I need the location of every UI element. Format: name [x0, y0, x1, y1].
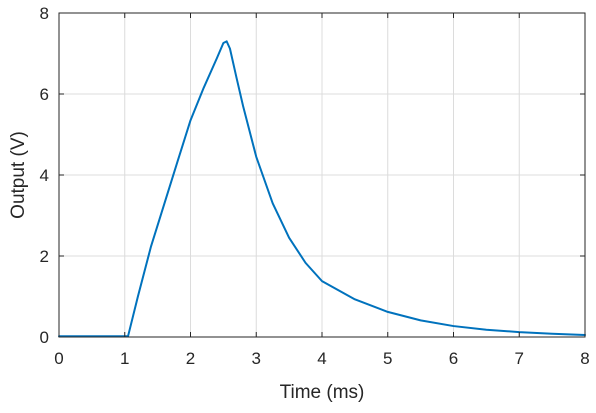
x-tick-label: 4 — [317, 349, 326, 368]
x-axis-label: Time (ms) — [280, 382, 365, 403]
x-tick-label: 6 — [449, 349, 458, 368]
y-tick-label: 0 — [40, 328, 49, 347]
y-tick-label: 8 — [40, 4, 49, 23]
y-tick-label: 2 — [40, 247, 49, 266]
x-tick-label: 7 — [515, 349, 524, 368]
series-line — [58, 40, 586, 338]
y-tick-label: 6 — [40, 85, 49, 104]
ticks — [58, 12, 586, 338]
x-tick-label: 1 — [120, 349, 129, 368]
x-tick-label: 5 — [383, 349, 392, 368]
x-tick-label: 2 — [186, 349, 195, 368]
x-tick-label: 8 — [580, 349, 589, 368]
x-tick-label: 3 — [252, 349, 261, 368]
series-layer — [58, 40, 586, 338]
y-axis-label: Output (V) — [8, 131, 29, 219]
x-tick-label: 0 — [54, 349, 63, 368]
y-tick-label: 4 — [40, 166, 49, 185]
tick-labels: 0 1 2 3 4 5 6 7 8 0 2 4 6 8 — [40, 4, 590, 368]
